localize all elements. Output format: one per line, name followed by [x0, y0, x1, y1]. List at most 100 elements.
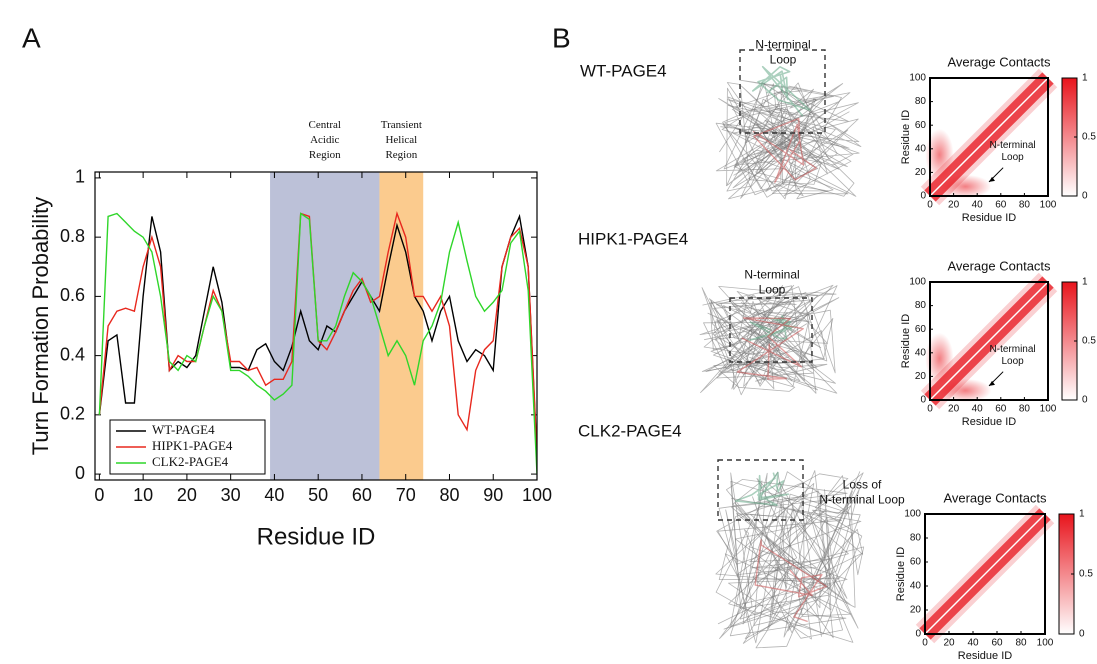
structure-trace — [715, 471, 863, 643]
x-axis-label: Residue ID — [962, 212, 1016, 224]
y-tick-label: 0.4 — [60, 344, 85, 364]
annotation: N-terminal Loop — [990, 140, 1036, 163]
structure-trace — [717, 471, 862, 620]
colorbar-tick-label: 0.5 — [1079, 569, 1093, 580]
colorbar-tick-label: 0 — [1079, 629, 1085, 640]
annotation-arrowhead — [989, 176, 995, 182]
region-label: Transient Helical Region — [381, 119, 422, 161]
series-line — [98, 213, 537, 460]
x-tick-label: 20 — [948, 200, 960, 211]
plot-lines — [98, 211, 537, 475]
x-tick-label: 100 — [1037, 638, 1054, 649]
y-tick-label: 1 — [75, 167, 85, 187]
x-tick-label: 80 — [1015, 638, 1027, 649]
diagonal-center — [924, 513, 1046, 635]
y-tick-label: 100 — [904, 509, 921, 520]
y-axis-label: Residue ID — [900, 314, 912, 368]
x-tick-label: 100 — [1040, 200, 1057, 211]
heatmap: 0 20 40 60 80 100 0 20 40 60 80 100 Average Contacts… — [900, 54, 1096, 223]
y-tick-label: 40 — [915, 347, 927, 358]
x-tick-label: 100 — [522, 485, 552, 505]
structure-trace — [752, 65, 811, 117]
y-tick-label: 60 — [915, 324, 927, 335]
y-axis-label: Residue ID — [895, 547, 907, 601]
x-tick-label: 80 — [1019, 200, 1031, 211]
line-chart: Central Acidic Region Transient Helical Regio… — [28, 119, 552, 551]
heatmap-title: Average Contacts — [943, 490, 1047, 505]
x-tick-label: 80 — [439, 485, 459, 505]
colorbar-tick-label: 0 — [1082, 395, 1088, 406]
plot-frame — [94, 171, 538, 481]
y-tick-label: 0.8 — [60, 226, 85, 246]
colorbar-tick-label: 1 — [1082, 73, 1088, 84]
y-tick-label: 0 — [920, 191, 926, 202]
structure-trace — [722, 86, 860, 198]
heatmap: 0 20 40 60 80 100 0 20 40 60 80 100 Average Contacts… — [900, 258, 1096, 427]
heatmap-frame — [929, 77, 1049, 197]
heatmap-frame — [929, 281, 1049, 401]
colorbar-tick-label: 1 — [1082, 277, 1088, 288]
y-tick-label: 20 — [915, 167, 927, 178]
x-tick-label: 100 — [1040, 404, 1057, 415]
contact-blob — [925, 332, 954, 385]
panel-label: A — [22, 22, 41, 53]
x-tick-label: 30 — [221, 485, 241, 505]
loop-box — [729, 297, 813, 363]
x-tick-label: 40 — [972, 404, 984, 415]
x-axis-label: Residue ID — [257, 523, 376, 550]
legend-label: HIPK1-PAGE4 — [152, 438, 233, 453]
legend-label: CLK2-PAGE4 — [152, 454, 229, 469]
heatmap-title: Average Contacts — [947, 54, 1051, 69]
structure-trace — [723, 82, 851, 195]
x-tick-label: 90 — [483, 485, 503, 505]
x-tick-label: 70 — [396, 485, 416, 505]
region-band — [270, 172, 380, 480]
x-tick-label: 60 — [995, 404, 1007, 415]
structure-renderings: WT-PAGE4 N-terminal Loop HIPK1-PAGE4 N-termi… — [578, 38, 905, 649]
y-tick-label: 100 — [909, 73, 926, 84]
region-band — [379, 172, 424, 480]
y-tick-label: 0.6 — [60, 285, 85, 305]
structure-trace — [754, 539, 828, 623]
y-tick-label: 0.2 — [60, 404, 85, 424]
y-tick-label: 0 — [915, 629, 921, 640]
x-tick-label: 60 — [995, 200, 1007, 211]
structure-trace — [705, 296, 840, 391]
y-axis-label: Residue ID — [900, 110, 912, 164]
structure-trace — [734, 471, 790, 506]
y-tick-label: 0 — [75, 463, 85, 483]
x-tick-label: 10 — [133, 485, 153, 505]
heatmap-cells — [915, 504, 1055, 644]
y-tick-label: 80 — [915, 96, 927, 107]
structure-trace — [715, 472, 865, 644]
x-tick-label: 40 — [972, 200, 984, 211]
construct-label: WT-PAGE4 — [580, 61, 667, 80]
structure-trace — [713, 284, 838, 394]
diagonal-center — [929, 77, 1049, 197]
contact-blob — [925, 128, 954, 181]
heatmap-cells — [920, 68, 1058, 206]
x-tick-label: 20 — [943, 638, 955, 649]
x-tick-label: 60 — [352, 485, 372, 505]
y-tick-label: 60 — [915, 120, 927, 131]
structure-annotation: Loss of N-terminal Loop — [819, 478, 905, 507]
panel-label: B — [552, 22, 571, 53]
x-tick-label: 20 — [177, 485, 197, 505]
y-tick-label: 0 — [920, 395, 926, 406]
y-tick-label: 80 — [910, 533, 922, 544]
structure-trace — [752, 117, 817, 183]
x-tick-label: 0 — [94, 485, 104, 505]
contact-blob — [939, 378, 992, 403]
construct-label: HIPK1-PAGE4 — [578, 229, 688, 248]
y-tick-label: 100 — [909, 277, 926, 288]
y-tick-label: 20 — [915, 371, 927, 382]
x-axis-label: Residue ID — [962, 416, 1016, 428]
x-tick-label: 0 — [922, 638, 928, 649]
heatmap-cells — [920, 272, 1058, 410]
heatmap-title: Average Contacts — [947, 258, 1051, 273]
x-tick-label: 20 — [948, 404, 960, 415]
y-axis-label: Turn Formation Probability — [28, 197, 53, 455]
x-tick-label: 60 — [991, 638, 1003, 649]
heatmap-frame — [924, 513, 1046, 635]
